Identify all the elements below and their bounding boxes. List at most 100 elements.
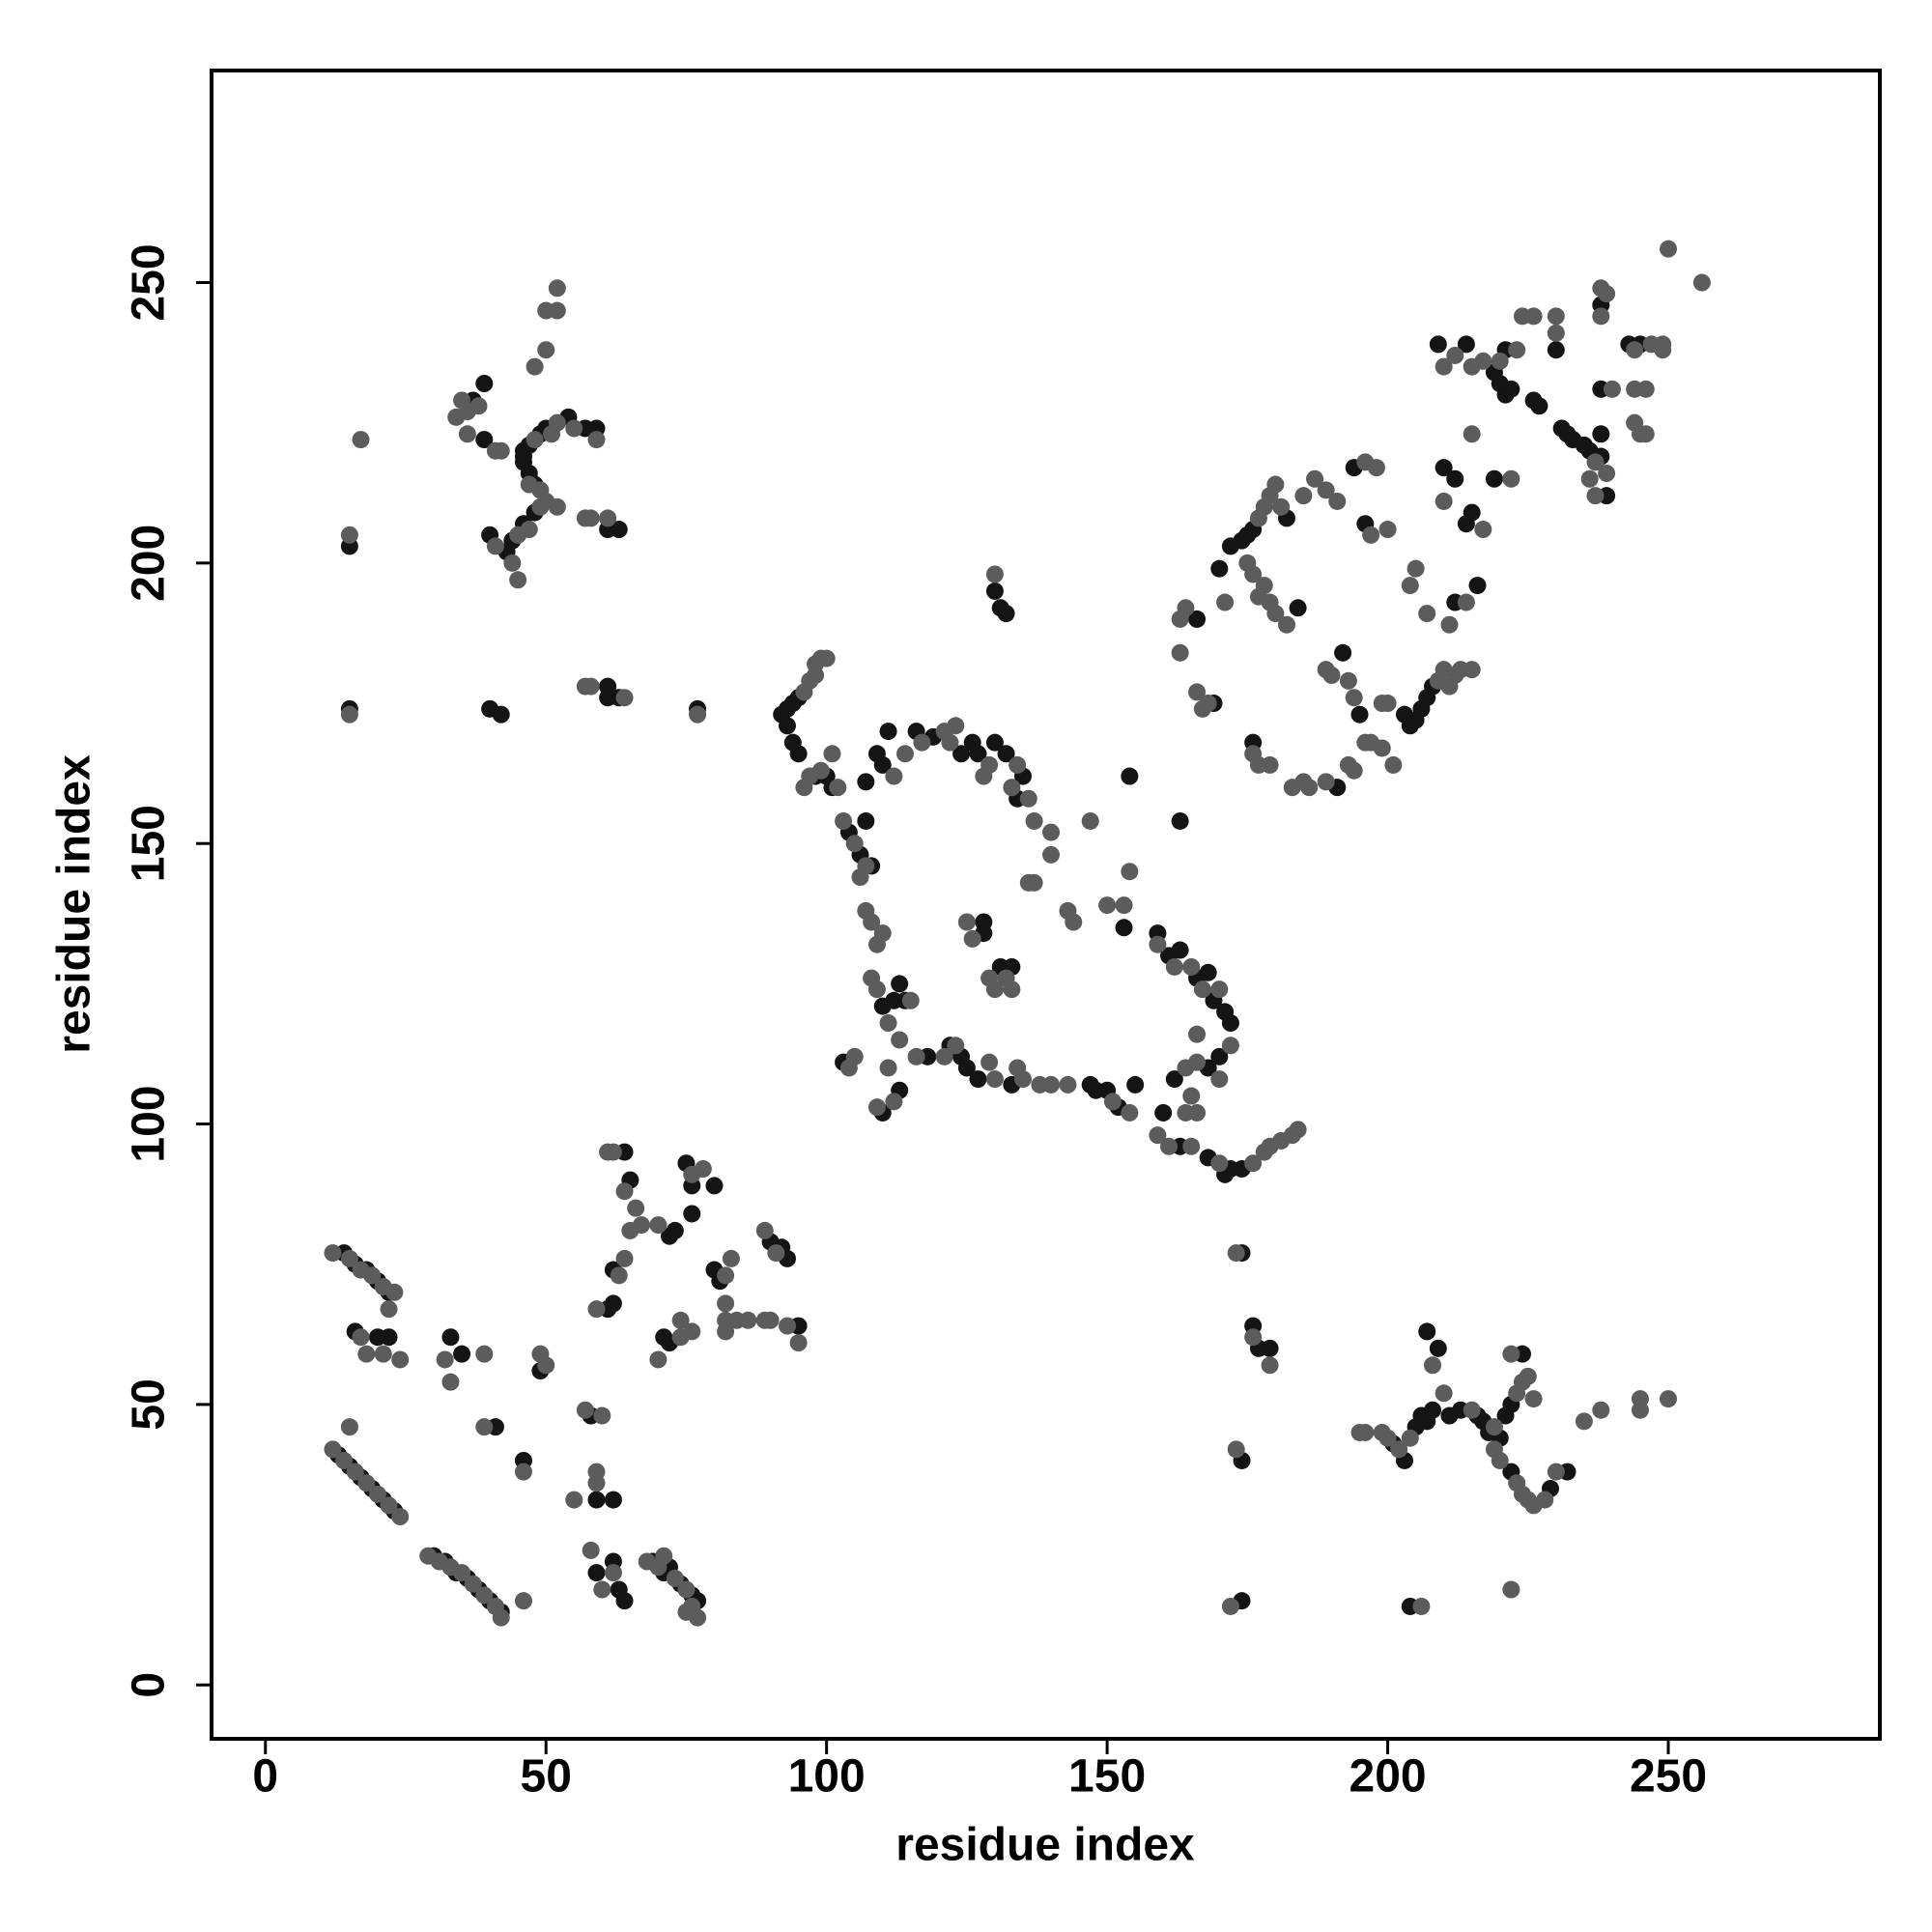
point bbox=[689, 705, 707, 724]
point bbox=[891, 975, 909, 993]
point bbox=[1334, 643, 1352, 662]
point bbox=[1435, 357, 1453, 376]
point bbox=[761, 1311, 780, 1329]
point bbox=[1221, 1597, 1239, 1615]
point bbox=[514, 1592, 532, 1610]
point bbox=[1210, 1070, 1229, 1089]
point bbox=[1654, 335, 1672, 354]
point bbox=[778, 1317, 796, 1335]
point bbox=[604, 1294, 622, 1313]
point bbox=[913, 733, 931, 752]
point bbox=[610, 1266, 628, 1285]
point bbox=[1429, 1339, 1447, 1357]
point bbox=[1463, 503, 1481, 522]
point bbox=[1491, 1451, 1509, 1469]
point bbox=[649, 1558, 668, 1577]
y-tick-label: 0 bbox=[124, 1672, 175, 1698]
point bbox=[817, 649, 836, 668]
point bbox=[1519, 1367, 1537, 1385]
point bbox=[683, 1322, 701, 1341]
point bbox=[1019, 789, 1037, 808]
point bbox=[1463, 661, 1481, 679]
point bbox=[789, 745, 808, 763]
point bbox=[895, 745, 914, 763]
point bbox=[324, 1244, 342, 1263]
point bbox=[1216, 593, 1235, 611]
point bbox=[1244, 1154, 1263, 1173]
point bbox=[368, 1485, 386, 1503]
point bbox=[1300, 779, 1319, 797]
point bbox=[1317, 773, 1335, 791]
x-tick-label: 250 bbox=[1630, 1751, 1707, 1803]
point bbox=[1524, 1390, 1543, 1408]
point bbox=[1660, 240, 1678, 258]
point bbox=[1003, 980, 1021, 999]
point bbox=[879, 1014, 897, 1033]
point bbox=[1485, 1418, 1503, 1436]
point bbox=[835, 811, 853, 830]
point bbox=[340, 705, 358, 724]
point bbox=[1042, 1075, 1061, 1094]
point bbox=[1530, 397, 1548, 415]
point bbox=[492, 1608, 510, 1627]
point bbox=[1401, 1429, 1419, 1447]
point bbox=[346, 1463, 364, 1481]
point bbox=[649, 1350, 668, 1369]
point bbox=[1592, 307, 1610, 326]
point bbox=[458, 425, 476, 443]
point bbox=[1547, 341, 1565, 359]
point bbox=[1440, 615, 1459, 634]
point bbox=[1193, 980, 1211, 999]
point bbox=[537, 1356, 555, 1375]
point bbox=[1317, 481, 1335, 499]
point bbox=[879, 723, 897, 741]
point bbox=[1502, 1345, 1520, 1363]
point bbox=[1435, 492, 1453, 510]
point bbox=[1165, 1070, 1183, 1089]
point bbox=[1171, 941, 1189, 959]
point bbox=[705, 1177, 724, 1195]
point bbox=[604, 1491, 622, 1509]
point bbox=[1255, 577, 1273, 595]
point bbox=[604, 1143, 622, 1161]
point bbox=[666, 1569, 684, 1587]
point bbox=[1508, 341, 1526, 359]
point bbox=[1188, 683, 1207, 701]
y-tick-label: 100 bbox=[124, 1086, 175, 1163]
point bbox=[1636, 380, 1655, 398]
point bbox=[980, 755, 999, 774]
point bbox=[1210, 980, 1229, 999]
point bbox=[565, 419, 583, 438]
point bbox=[1306, 469, 1324, 488]
point bbox=[1457, 593, 1475, 611]
point bbox=[957, 913, 976, 931]
point bbox=[335, 1451, 354, 1469]
point bbox=[469, 397, 488, 415]
point bbox=[885, 767, 903, 785]
point bbox=[587, 1300, 606, 1319]
point bbox=[907, 1047, 925, 1065]
point bbox=[1182, 1137, 1201, 1155]
point bbox=[492, 441, 510, 460]
point bbox=[1115, 896, 1133, 915]
point bbox=[1350, 705, 1369, 724]
point bbox=[1418, 605, 1436, 623]
point bbox=[340, 1418, 358, 1436]
point bbox=[526, 431, 544, 449]
point bbox=[531, 481, 550, 499]
point bbox=[1345, 689, 1363, 707]
point bbox=[963, 929, 981, 948]
point bbox=[1474, 352, 1492, 370]
point bbox=[1149, 935, 1167, 953]
point bbox=[811, 761, 830, 780]
point bbox=[722, 1249, 740, 1267]
point bbox=[1401, 577, 1419, 595]
point bbox=[475, 1586, 494, 1605]
point bbox=[464, 1575, 482, 1593]
point bbox=[767, 1244, 785, 1263]
point bbox=[1547, 307, 1565, 326]
point bbox=[520, 521, 538, 539]
point bbox=[380, 1328, 398, 1347]
point bbox=[1631, 1390, 1649, 1408]
